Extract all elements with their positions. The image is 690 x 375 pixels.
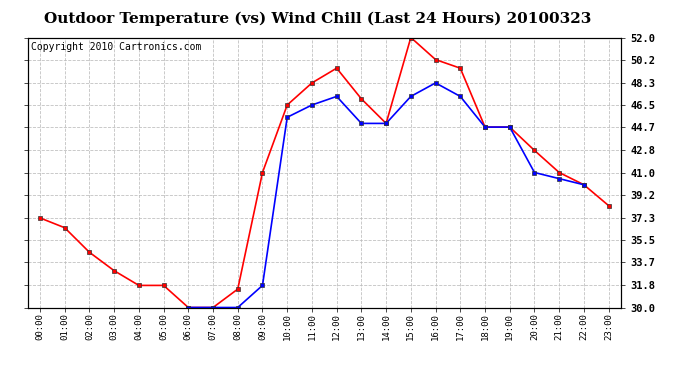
Text: Outdoor Temperature (vs) Wind Chill (Last 24 Hours) 20100323: Outdoor Temperature (vs) Wind Chill (Las… [43,11,591,26]
Text: Copyright 2010 Cartronics.com: Copyright 2010 Cartronics.com [30,42,201,51]
